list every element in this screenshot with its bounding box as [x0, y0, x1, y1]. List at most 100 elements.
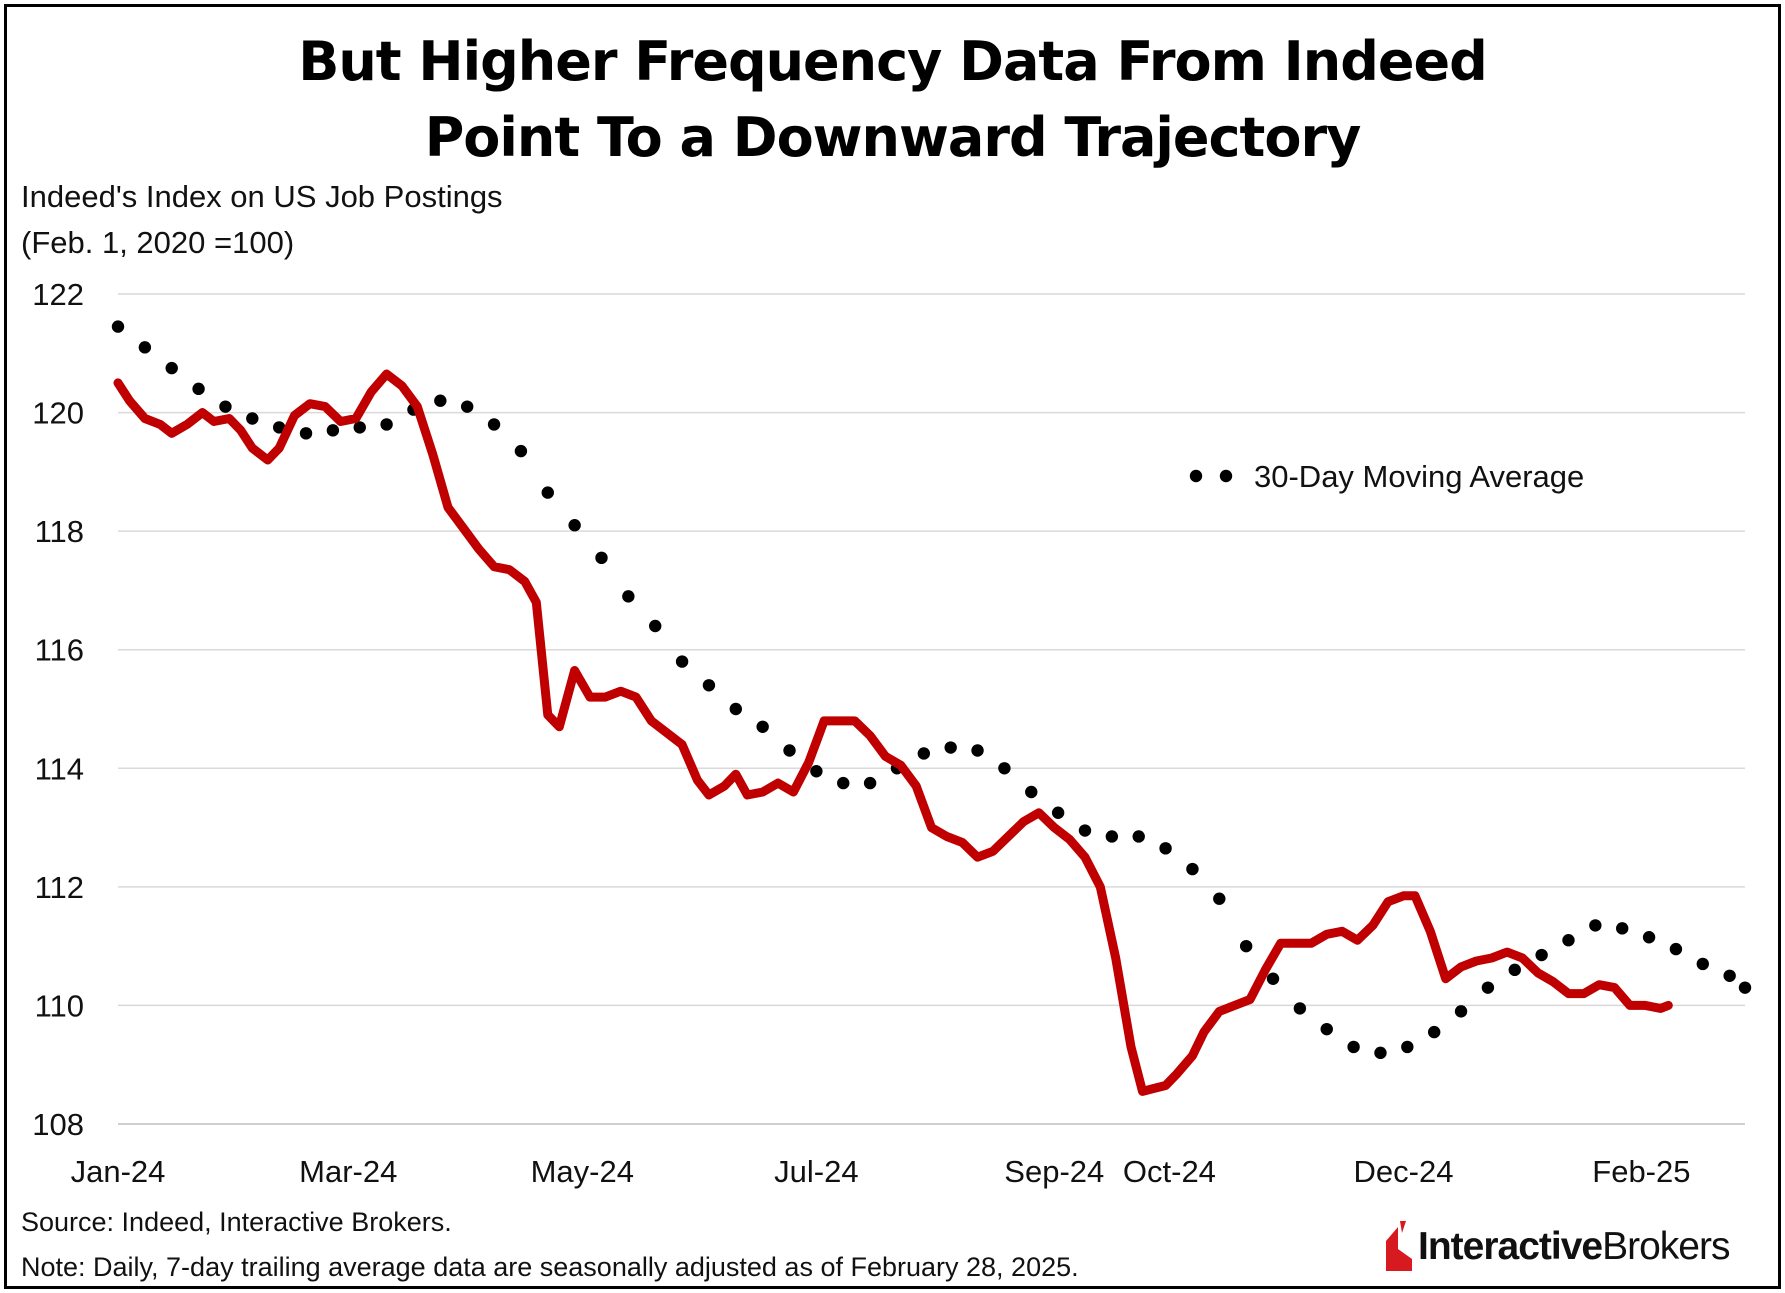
y-axis-label-line-1: Indeed's Index on US Job Postings: [21, 179, 503, 214]
x-tick-label: Feb-25: [1592, 1154, 1690, 1189]
y-tick-label: 116: [35, 633, 84, 668]
moving-average-point: [1616, 922, 1629, 935]
brand-word-bold: Interactive: [1418, 1225, 1603, 1268]
y-tick-label: 120: [32, 396, 84, 431]
moving-average-point: [514, 444, 528, 458]
y-tick-label: 118: [35, 514, 84, 549]
moving-average-point: [1105, 830, 1119, 843]
moving-average-point: [1669, 942, 1683, 956]
footer: Source: Indeed, Interactive Brokers. Not…: [21, 1200, 1079, 1290]
moving-average-point: [192, 382, 205, 396]
moving-average-point: [1401, 1040, 1414, 1054]
moving-average-point: [272, 421, 286, 434]
moving-average-point: [1374, 1046, 1387, 1060]
moving-average-point: [1347, 1040, 1360, 1054]
moving-average-point: [917, 747, 931, 760]
data-note: Note: Daily, 7-day trailing average data…: [21, 1252, 1079, 1282]
source-note: Source: Indeed, Interactive Brokers.: [21, 1207, 452, 1237]
y-axis-ticks: 108 110 112 114 116 118 120 122: [32, 277, 84, 1142]
x-axis-ticks: Jan-24 Mar-24 May-24 Jul-24 Sep-24 Oct-24 Dec-…: [71, 1154, 1691, 1189]
chart-frame: [4, 4, 1781, 1289]
moving-average-point: [595, 551, 608, 565]
moving-average-point: [622, 590, 635, 603]
moving-average-point: [944, 741, 957, 754]
brand-logo: InteractiveBrokers: [1382, 1219, 1772, 1279]
moving-average-point: [1213, 892, 1226, 905]
moving-average-point: [1481, 981, 1495, 994]
x-tick-label: Sep-24: [1004, 1154, 1104, 1189]
moving-average-point: [675, 655, 689, 668]
moving-average-point: [756, 720, 769, 733]
x-tick-label: Mar-24: [299, 1154, 397, 1189]
moving-average-point: [1266, 972, 1280, 985]
moving-average-point: [1159, 842, 1172, 855]
moving-average-point: [1239, 939, 1253, 953]
moving-average-point: [1186, 862, 1199, 876]
chart-title-line-2: Point To a Downward Trajectory: [424, 106, 1362, 169]
moving-average-point: [568, 519, 581, 532]
moving-average-point: [434, 394, 447, 407]
brand-word-regular: Brokers: [1602, 1225, 1730, 1268]
moving-average-point: [1427, 1025, 1441, 1039]
legend-label: 30-Day Moving Average: [1254, 459, 1584, 494]
brand-wordmark: InteractiveBrokers: [1418, 1225, 1730, 1269]
moving-average-point: [1293, 1002, 1307, 1015]
x-tick-label: May-24: [531, 1154, 634, 1189]
moving-average-point: [649, 619, 662, 633]
moving-average-point: [971, 744, 984, 757]
moving-average-point: [1320, 1022, 1333, 1036]
moving-average-point: [1132, 830, 1145, 843]
moving-average-point: [380, 418, 393, 431]
moving-average-point: [1642, 931, 1656, 944]
y-tick-label: 108: [32, 1107, 84, 1142]
y-tick-label: 122: [32, 277, 84, 312]
gridlines: [118, 293, 1745, 1125]
brand-mark-icon: [1386, 1221, 1412, 1271]
moving-average-point: [702, 679, 716, 692]
chart-title: But Higher Frequency Data From Indeed Po…: [0, 24, 1785, 176]
moving-average-point: [1508, 963, 1521, 977]
moving-average-point: [487, 418, 501, 431]
moving-average-point: [1025, 785, 1038, 799]
moving-average-point: [1589, 919, 1602, 932]
y-axis-label: Indeed's Index on US Job Postings (Feb. …: [21, 174, 503, 266]
moving-average-point: [111, 320, 125, 333]
chart-title-line-1: But Higher Frequency Data From Indeed: [298, 30, 1488, 93]
moving-average-point: [219, 400, 232, 413]
daily-index-line: [113, 369, 1673, 1096]
series-daily: [113, 369, 1673, 1096]
moving-average-point: [837, 776, 850, 790]
legend-marker: [1189, 469, 1203, 483]
moving-average-point: [165, 361, 178, 375]
moving-average-point: [1535, 948, 1548, 962]
moving-average-point: [729, 702, 742, 716]
x-tick-label: Jan-24: [71, 1154, 166, 1189]
x-tick-label: Jul-24: [774, 1154, 858, 1189]
moving-average-point: [541, 486, 554, 499]
x-tick-label: Dec-24: [1354, 1154, 1454, 1189]
y-tick-label: 112: [35, 870, 84, 905]
moving-average-point: [1738, 981, 1752, 994]
y-tick-label: 114: [35, 751, 84, 786]
moving-average-point: [783, 744, 796, 757]
series-moving-average: [111, 320, 1752, 1060]
moving-average-point: [353, 421, 366, 434]
moving-average-point: [863, 776, 877, 790]
moving-average-point: [998, 762, 1011, 775]
moving-average-point: [1696, 957, 1709, 971]
moving-average-point: [246, 412, 259, 425]
y-axis-label-line-2: (Feb. 1, 2020 =100): [21, 225, 295, 260]
legend-marker: [1219, 469, 1233, 483]
moving-average-point: [1562, 934, 1575, 947]
moving-average-point: [460, 400, 474, 413]
moving-average-point: [326, 424, 340, 437]
moving-average-point: [810, 765, 823, 778]
moving-average-point: [1078, 824, 1092, 837]
legend: 30-Day Moving Average: [1189, 459, 1584, 494]
moving-average-point: [299, 427, 313, 440]
moving-average-point: [1051, 806, 1065, 819]
y-tick-label: 110: [35, 988, 84, 1023]
moving-average-point: [138, 341, 152, 354]
moving-average-point: [1454, 1005, 1468, 1018]
